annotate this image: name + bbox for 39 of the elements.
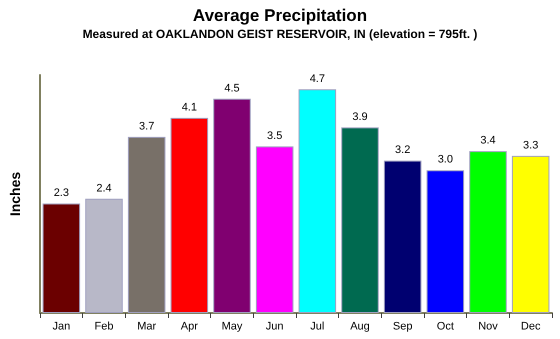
x-tick-label: Jul [310, 320, 324, 332]
x-tick-label: Oct [436, 320, 454, 332]
data-label: 2.4 [96, 182, 112, 194]
data-label: 3.3 [523, 139, 538, 152]
data-label: 2.3 [54, 187, 69, 200]
data-label: 3.2 [395, 144, 410, 156]
x-tick-label: Dec [520, 320, 541, 332]
x-tick-label: Jun [266, 320, 284, 332]
bar [426, 170, 464, 313]
bar [341, 127, 379, 313]
bar [256, 146, 294, 313]
y-axis-title: Inches [7, 172, 23, 216]
bar [128, 136, 166, 313]
x-tick-label: May [222, 320, 243, 332]
data-label: 4.5 [224, 82, 240, 94]
data-label: 4.7 [310, 72, 325, 85]
bar [384, 160, 422, 313]
bar [170, 118, 208, 313]
data-label: 3.5 [267, 130, 282, 142]
bar [42, 204, 80, 313]
x-tick-label: Nov [478, 320, 498, 332]
x-tick-label: Aug [350, 320, 370, 332]
bar [85, 198, 123, 313]
chart-title: Average Precipitation [192, 6, 368, 25]
bar [469, 151, 507, 313]
x-tick-label: Mar [137, 320, 156, 332]
x-tick-label: Sep [392, 320, 412, 332]
x-tick-label: Feb [94, 320, 114, 332]
x-tick-label: Apr [180, 320, 198, 332]
x-tick-label: Jan [52, 320, 70, 332]
data-label: 3.4 [480, 134, 496, 147]
bar [298, 89, 336, 313]
data-label: 4.1 [182, 101, 197, 114]
data-label: 3.7 [139, 120, 154, 132]
data-label: 3.0 [438, 154, 453, 166]
bar [213, 98, 251, 313]
chart-subtitle: Measured at OAKLANDON GEIST RESERVOIR, IN (elevation = 795ft. ) [82, 27, 478, 41]
data-label: 3.9 [352, 110, 368, 123]
bar [512, 156, 550, 313]
